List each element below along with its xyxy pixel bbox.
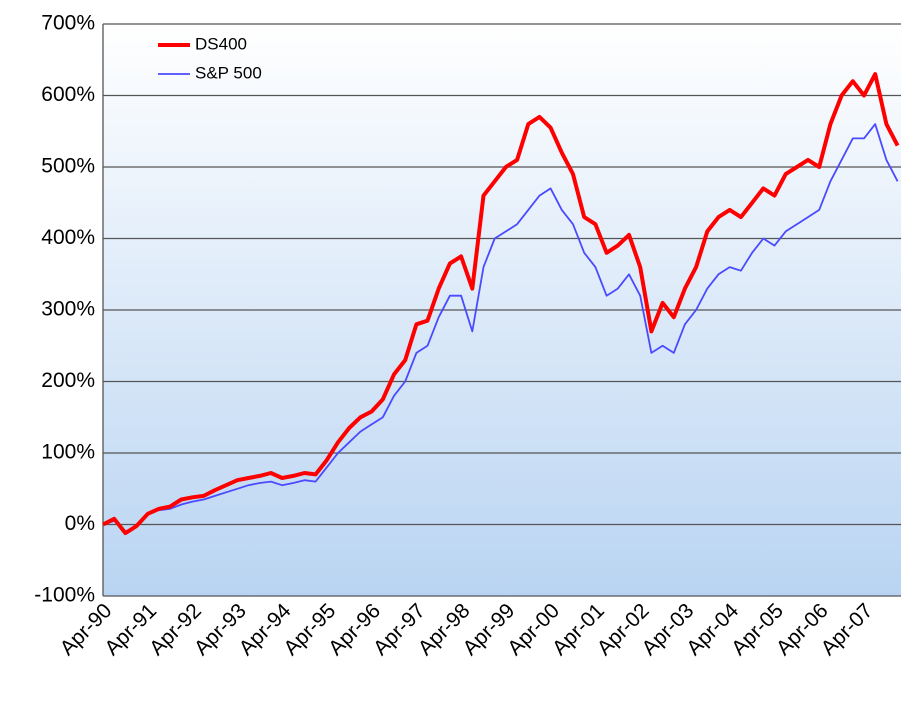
y-tick-label: -100% bbox=[34, 584, 95, 607]
series-line bbox=[102, 123, 899, 533]
y-tick-label: 100% bbox=[41, 441, 95, 464]
series-line bbox=[102, 72, 900, 536]
y-tick-label: 600% bbox=[41, 83, 95, 106]
y-tick-label: 500% bbox=[41, 155, 95, 178]
y-tick-label: 300% bbox=[41, 298, 95, 321]
legend-label: S&P 500 bbox=[195, 63, 262, 82]
x-tick-label: Apr-07 bbox=[817, 599, 878, 660]
legend-label: DS400 bbox=[195, 34, 247, 53]
y-tick-label: 0% bbox=[65, 512, 95, 535]
y-tick-label: 700% bbox=[41, 12, 95, 35]
y-tick-label: 400% bbox=[41, 226, 95, 249]
y-tick-label: 200% bbox=[41, 369, 95, 392]
